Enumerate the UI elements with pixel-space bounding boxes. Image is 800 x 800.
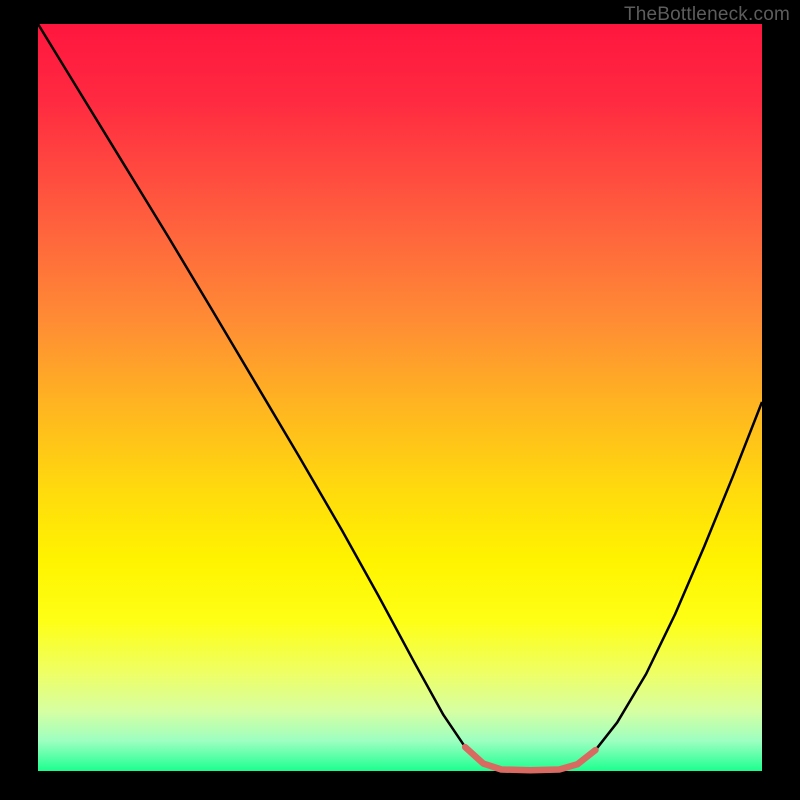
plot-svg (38, 24, 762, 771)
bottleneck-curve (38, 24, 762, 770)
plot-area (38, 24, 762, 771)
watermark-text: TheBottleneck.com (624, 4, 790, 26)
chart-frame: TheBottleneck.com (0, 0, 800, 800)
sweet-spot-marker (465, 747, 595, 770)
